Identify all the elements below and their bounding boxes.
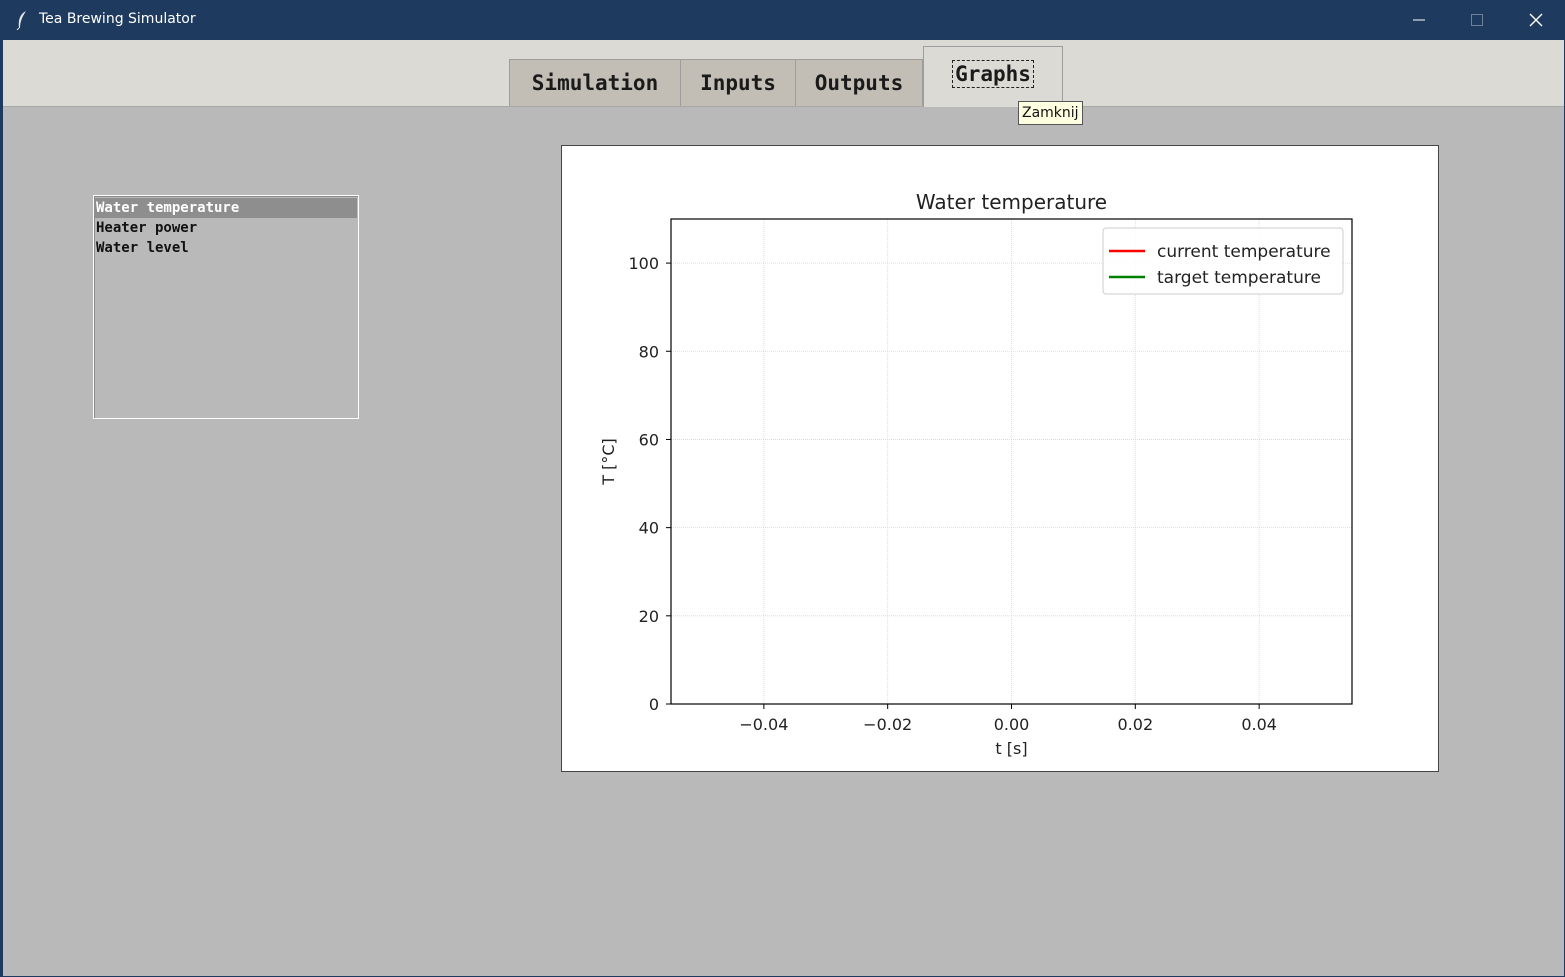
graph-select-listbox[interactable]: Water temperature Heater power Water lev… (93, 195, 359, 419)
plot-figure: −0.04 −0.02 0.00 0.02 0.04 0 20 40 60 80 100 Water … (561, 145, 1439, 772)
y-axis-label: T [°C] (599, 438, 618, 486)
tab-inputs[interactable]: Inputs (680, 59, 796, 106)
window-title: Tea Brewing Simulator (39, 11, 196, 27)
x-tick-label: 0.04 (1241, 715, 1277, 734)
app-client-area: Simulation Inputs Outputs Graphs Zamknij… (3, 40, 1564, 976)
list-item[interactable]: Water level (96, 240, 189, 256)
minimize-icon (1413, 19, 1425, 21)
x-tick-label: −0.04 (739, 715, 788, 734)
chart-title: Water temperature (916, 190, 1107, 214)
legend-box (1102, 227, 1344, 295)
legend-entry: target temperature (1157, 268, 1321, 288)
tab-simulation-label: Simulation (531, 71, 659, 95)
close-button[interactable] (1507, 0, 1565, 40)
tab-outputs[interactable]: Outputs (795, 59, 923, 106)
y-tick-label: 60 (639, 430, 659, 449)
legend-entry: current temperature (1157, 242, 1331, 262)
x-tick-label: 0.02 (1118, 715, 1154, 734)
tab-bar: Simulation Inputs Outputs Graphs (3, 40, 1564, 107)
y-tick-label: 100 (628, 254, 659, 273)
maximize-icon (1471, 14, 1483, 26)
title-bar: Tea Brewing Simulator (0, 0, 1565, 40)
chart-svg: −0.04 −0.02 0.00 0.02 0.04 0 20 40 60 80 100 Water … (599, 190, 1353, 758)
list-item[interactable]: Water temperature (95, 198, 357, 218)
close-icon (1529, 13, 1543, 27)
tooltip: Zamknij (1018, 101, 1083, 125)
maximize-button[interactable] (1448, 0, 1506, 40)
tab-simulation[interactable]: Simulation (509, 59, 681, 106)
x-tick-label: −0.02 (863, 715, 912, 734)
minimize-button[interactable] (1390, 0, 1448, 40)
tab-graphs[interactable]: Graphs (923, 46, 1063, 107)
list-item[interactable]: Heater power (96, 220, 198, 236)
y-tick-label: 0 (649, 695, 659, 714)
x-axis-label: t [s] (995, 739, 1027, 758)
x-tick-label: 0.00 (994, 715, 1030, 734)
y-tick-label: 40 (639, 519, 659, 538)
y-tick-label: 20 (639, 607, 659, 626)
tab-outputs-label: Outputs (814, 71, 904, 95)
tab-inputs-label: Inputs (700, 71, 776, 95)
y-tick-label: 80 (639, 342, 659, 361)
tab-graphs-label: Graphs (952, 60, 1034, 88)
feather-icon (16, 11, 26, 30)
